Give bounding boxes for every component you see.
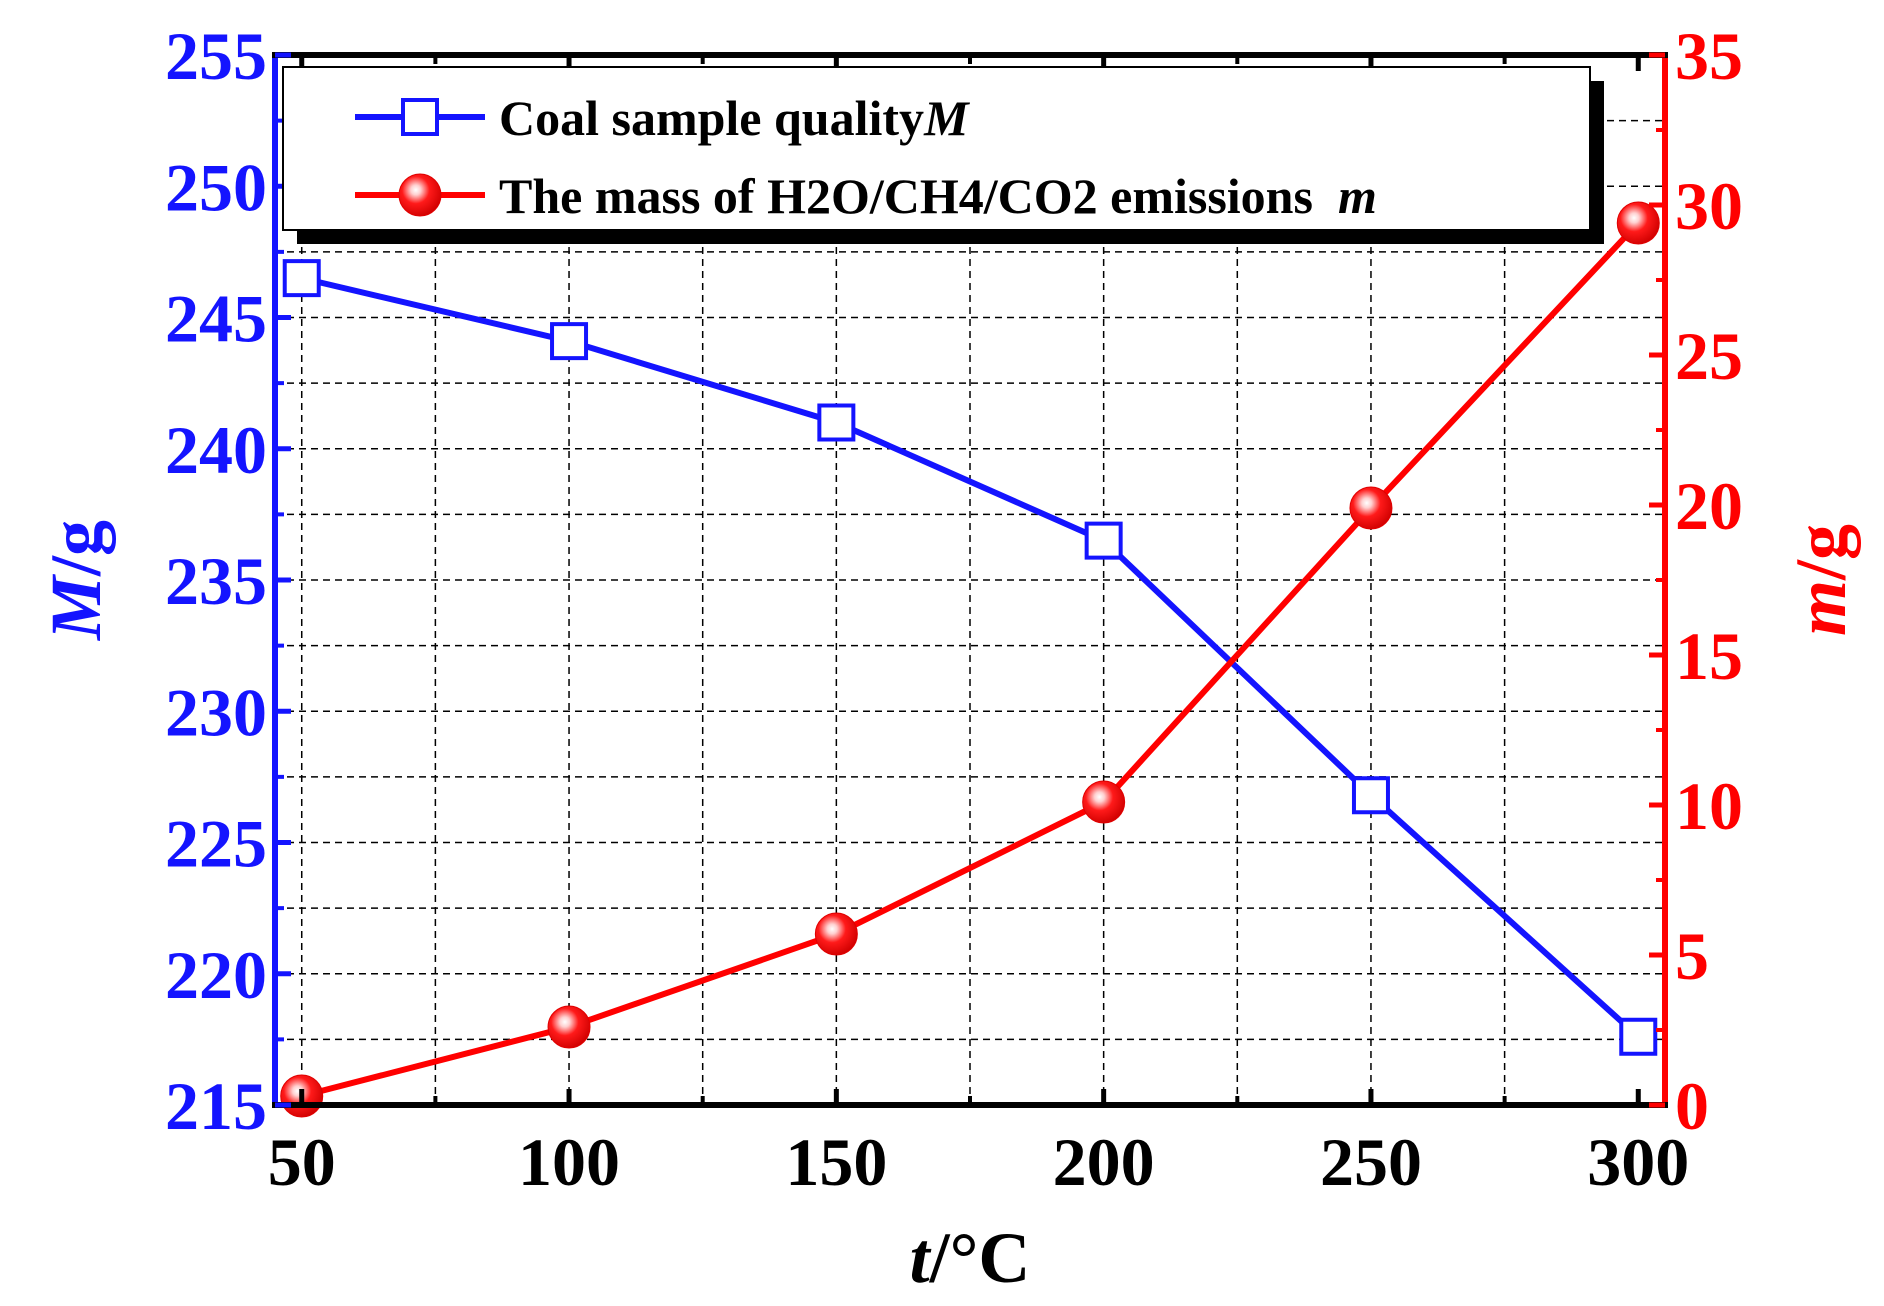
series-layer: [280, 201, 1660, 1118]
axes: 50 100 150 200 250 30021522022523023524024525…: [36, 18, 1861, 1298]
right-tick-label: 0: [1675, 1068, 1709, 1144]
right-tick-label: 5: [1675, 918, 1709, 994]
series-line-emissions: [300, 220, 1641, 1099]
marker-coal-quality: [1084, 521, 1123, 560]
x-axis-title: t/°C: [910, 1218, 1031, 1298]
right-tick-label: 15: [1675, 618, 1743, 694]
right-tick-label: 10: [1675, 768, 1743, 844]
marker-coal-quality: [282, 259, 321, 298]
left-tick-label: 245: [165, 281, 267, 357]
x-tick-label: 150: [785, 1124, 887, 1200]
marker-emissions: [1082, 780, 1126, 824]
right-tick-label: 25: [1675, 318, 1743, 394]
legend-marker-coal-quality: [401, 98, 439, 136]
left-axis-title: M/g: [36, 520, 116, 641]
legend-box: [282, 66, 1591, 231]
marker-emissions: [1349, 486, 1393, 530]
legend-label-emissions: The mass of H2O/CH4/CO2 emissions m: [499, 168, 1377, 224]
x-tick-label: 100: [518, 1124, 620, 1200]
x-tick-label: 300: [1587, 1124, 1689, 1200]
legend: Coal sample qualityM The mass of H2O/CH4/…: [282, 66, 1604, 244]
marker-coal-quality: [1351, 776, 1390, 815]
left-tick-label: 255: [165, 18, 267, 94]
x-tick-label: 250: [1320, 1124, 1422, 1200]
x-tick-label: 50: [268, 1124, 336, 1200]
left-tick-label: 240: [165, 412, 267, 488]
series-line-coal-quality: [301, 275, 1641, 1039]
right-axis-title: m/g: [1781, 524, 1861, 636]
left-tick-label: 220: [165, 937, 267, 1013]
left-tick-label: 250: [165, 149, 267, 225]
left-tick-label: 225: [165, 806, 267, 882]
marker-coal-quality: [1619, 1017, 1658, 1056]
marker-emissions: [814, 912, 858, 956]
marker-emissions: [547, 1005, 591, 1049]
legend-marker-emissions: [398, 173, 442, 217]
right-tick-label: 20: [1675, 468, 1743, 544]
x-tick-label: 200: [1053, 1124, 1155, 1200]
left-tick-label: 215: [165, 1068, 267, 1144]
right-tick-label: 35: [1675, 18, 1743, 94]
left-tick-label: 230: [165, 674, 267, 750]
legend-label-coal-quality: Coal sample qualityM: [499, 90, 970, 146]
marker-coal-quality: [550, 322, 589, 361]
marker-coal-quality: [817, 403, 856, 442]
right-tick-label: 30: [1675, 168, 1743, 244]
left-tick-label: 235: [165, 543, 267, 619]
marker-emissions: [1616, 201, 1660, 245]
